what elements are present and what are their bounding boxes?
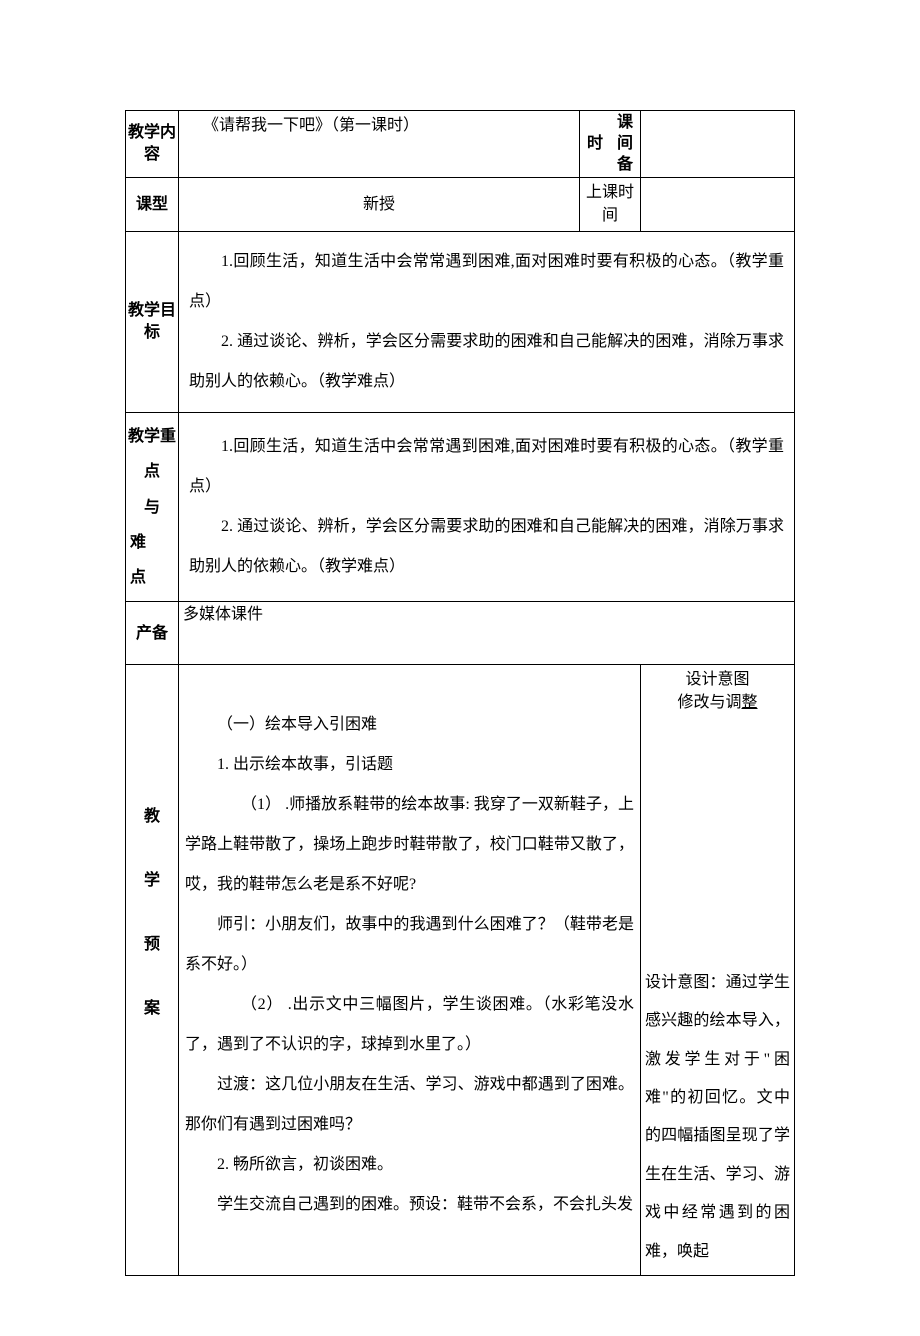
lesson-plan-page: 教学内容 《请帮我一下吧》（第一课时） 时 课 间 备 课型 新授 上课时间 教…	[0, 0, 920, 1336]
plan-teacher-lead: 师引：小朋友们，故事中的我遇到什么困难了？（鞋带老是系不好。）	[185, 905, 634, 985]
cell-type-value: 新授	[179, 178, 580, 232]
cell-kejian-bei: 课 间 备	[610, 111, 641, 178]
row-type: 课型 新授 上课时间	[126, 178, 795, 232]
cell-objectives: 1.回顾生活，知道生活中会常常遇到困难,面对困难时要有积极的心态。（教学重点） …	[179, 232, 795, 413]
cell-keypoints: 1.回顾生活，知道生活中会常常遇到困难,面对困难时要有积极的心态。（教学重点） …	[179, 413, 795, 602]
cell-plan-body: （一）绘本导入引困难 1. 出示绘本故事，引话题 （1） .师播放系鞋带的绘本故…	[179, 665, 641, 1276]
plan-transition: 过渡：这几位小朋友在生活、学习、游戏中都遇到了困难。那你们有遇到过困难吗？	[185, 1065, 634, 1145]
row-content: 教学内容 《请帮我一下吧》（第一课时） 时 课 间 备	[126, 111, 795, 178]
cell-prep: 多媒体课件	[179, 602, 795, 665]
row-objectives: 教学目标 1.回顾生活，知道生活中会常常遇到困难,面对困难时要有积极的心态。（教…	[126, 232, 795, 413]
row-prep: 产备 多媒体课件	[126, 602, 795, 665]
lesson-plan-table: 教学内容 《请帮我一下吧》（第一课时） 时 课 间 备 课型 新授 上课时间 教…	[125, 110, 795, 1276]
objective-1: 1.回顾生活，知道生活中会常常遇到困难,面对困难时要有积极的心态。（教学重点）	[189, 242, 784, 322]
keypoint-1: 1.回顾生活，知道生活中会常常遇到困难,面对困难时要有积极的心态。（教学重点）	[189, 427, 784, 507]
label-teaching-content: 教学内容	[126, 111, 179, 178]
plan-step-1-2: （2） .出示文中三幅图片，学生谈困难。（水彩笔没水了，遇到了不认识的字，球掉到…	[185, 985, 634, 1065]
keypoint-2: 2. 通过谈论、辨析，学会区分需要求助的困难和自己能解决的困难，消除万事求助别人…	[189, 507, 784, 587]
plan-step-2: 2. 畅所欲言，初谈困难。	[185, 1145, 634, 1185]
label-keypoints: 教学重 点 与 难 点	[126, 413, 179, 602]
cell-class-time-blank	[641, 178, 795, 232]
cell-content-blank	[641, 111, 795, 178]
design-header: 设计意图 修改与调整	[645, 669, 790, 714]
cell-class-time-label: 上课时间	[580, 178, 641, 232]
row-keypoints: 教学重 点 与 难 点 1.回顾生活，知道生活中会常常遇到困难,面对困难时要有积…	[126, 413, 795, 602]
cell-content-title: 《请帮我一下吧》（第一课时）	[179, 111, 580, 178]
design-intent-text: 设计意图：通过学生感兴趣的绘本导入，激发学生对于"困难"的初回忆。文中的四幅插图…	[645, 964, 790, 1271]
plan-step-1: 1. 出示绘本故事，引话题	[185, 745, 634, 785]
label-lesson-type: 课型	[126, 178, 179, 232]
plan-student-exchange: 学生交流自己遇到的困难。预设：鞋带不会系，不会扎头发	[185, 1185, 634, 1225]
plan-step-1-1: （1） .师播放系鞋带的绘本故事: 我穿了一双新鞋子，上学路上鞋带散了，操场上跑…	[185, 785, 634, 905]
label-objectives: 教学目标	[126, 232, 179, 413]
label-plan: 教 学 预 案	[126, 665, 179, 1276]
cell-design-intent: 设计意图 修改与调整 设计意图：通过学生感兴趣的绘本导入，激发学生对于"困难"的…	[641, 665, 795, 1276]
plan-section-title: （一）绘本导入引困难	[185, 705, 634, 745]
row-plan: 教 学 预 案 （一）绘本导入引困难 1. 出示绘本故事，引话题 （1） .师播…	[126, 665, 795, 1276]
cell-shi: 时	[580, 111, 611, 178]
objective-2: 2. 通过谈论、辨析，学会区分需要求助的困难和自己能解决的困难，消除万事求助别人…	[189, 322, 784, 402]
label-prep: 产备	[126, 602, 179, 665]
